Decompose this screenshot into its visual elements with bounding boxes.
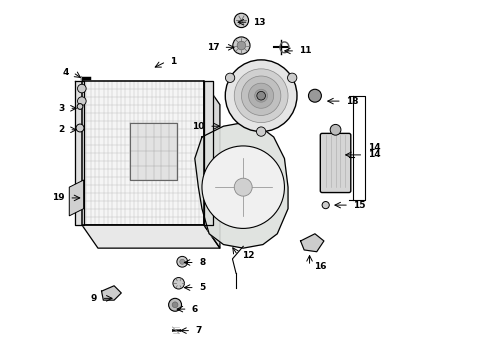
Text: 10: 10 — [193, 122, 205, 131]
Polygon shape — [130, 123, 177, 180]
Circle shape — [77, 84, 86, 93]
Polygon shape — [82, 81, 204, 225]
Circle shape — [76, 124, 84, 132]
Circle shape — [322, 202, 329, 209]
Text: 13: 13 — [253, 18, 266, 27]
Circle shape — [177, 256, 188, 267]
Text: 16: 16 — [314, 262, 326, 271]
Circle shape — [233, 37, 250, 54]
Text: 19: 19 — [52, 193, 65, 202]
Circle shape — [288, 73, 297, 82]
Circle shape — [255, 89, 268, 102]
Circle shape — [248, 83, 274, 108]
Polygon shape — [195, 123, 288, 248]
Polygon shape — [101, 286, 122, 300]
Text: 15: 15 — [353, 201, 366, 210]
Circle shape — [77, 104, 83, 109]
Text: 14: 14 — [368, 150, 380, 159]
Circle shape — [173, 278, 184, 289]
Text: 17: 17 — [207, 43, 219, 52]
Text: 1: 1 — [171, 57, 177, 66]
Text: 9: 9 — [91, 294, 97, 303]
Text: 7: 7 — [196, 326, 202, 335]
Text: 6: 6 — [192, 305, 198, 314]
Text: 3: 3 — [59, 104, 65, 113]
Polygon shape — [82, 225, 220, 248]
Text: 18: 18 — [346, 96, 359, 105]
Circle shape — [234, 13, 248, 28]
Circle shape — [257, 91, 266, 100]
Polygon shape — [204, 81, 213, 225]
Text: 12: 12 — [242, 251, 255, 260]
Circle shape — [225, 60, 297, 132]
Circle shape — [330, 125, 341, 135]
Circle shape — [169, 298, 181, 311]
Circle shape — [202, 146, 285, 228]
Circle shape — [309, 89, 321, 102]
Text: 5: 5 — [199, 283, 205, 292]
Circle shape — [256, 127, 266, 136]
Text: 2: 2 — [59, 125, 65, 134]
Text: 11: 11 — [299, 46, 312, 55]
Circle shape — [77, 97, 86, 105]
Circle shape — [172, 302, 178, 308]
Polygon shape — [204, 81, 220, 248]
Circle shape — [234, 69, 288, 123]
Text: 14: 14 — [368, 143, 381, 152]
Text: 4: 4 — [62, 68, 69, 77]
Circle shape — [234, 178, 252, 196]
Text: 8: 8 — [199, 258, 205, 267]
Polygon shape — [300, 234, 324, 252]
Circle shape — [180, 259, 185, 264]
Circle shape — [225, 73, 235, 82]
Polygon shape — [69, 180, 84, 216]
Circle shape — [242, 76, 281, 116]
FancyBboxPatch shape — [320, 134, 351, 193]
Polygon shape — [74, 81, 84, 225]
Circle shape — [237, 41, 245, 50]
